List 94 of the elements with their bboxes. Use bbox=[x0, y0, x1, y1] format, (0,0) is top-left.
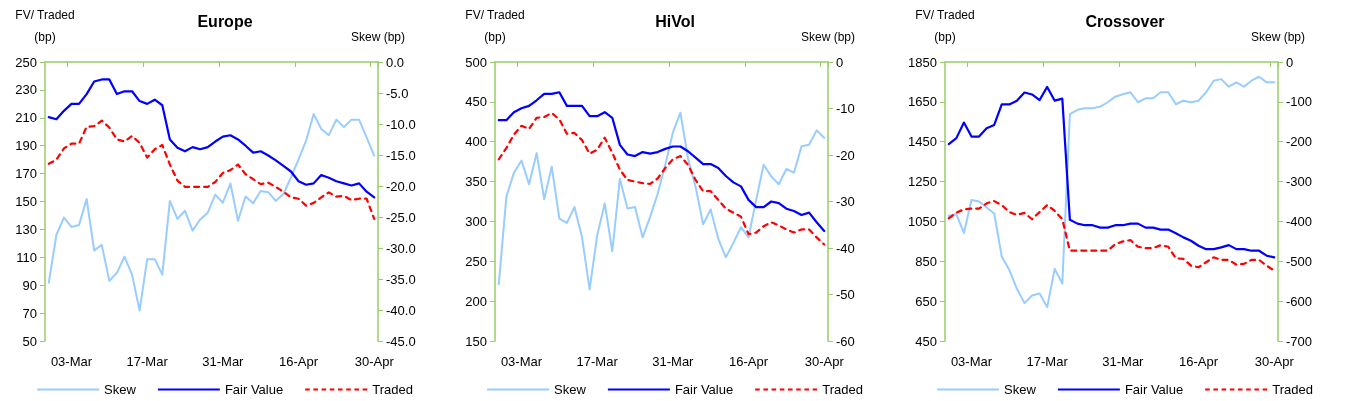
y2-tick-label: -30.0 bbox=[386, 240, 416, 256]
y2-axis-title: Skew (bp) bbox=[350, 30, 406, 44]
x-tick-label: 17-Mar bbox=[126, 354, 169, 369]
y2-tick-label: -500 bbox=[1286, 253, 1313, 269]
y-tick-label: 1850 bbox=[908, 54, 937, 70]
legend-label: Traded bbox=[372, 382, 413, 397]
legend-label: Fair Value bbox=[674, 382, 734, 397]
line-series bbox=[497, 91, 826, 233]
line-series bbox=[47, 119, 376, 221]
x-tick-label: 31-Mar bbox=[1102, 354, 1145, 369]
y2-tick-label: -700 bbox=[1286, 333, 1313, 349]
y-tick-label: 1250 bbox=[908, 174, 937, 190]
y2-tick-label: -200 bbox=[1286, 134, 1313, 150]
y-tick-label: 300 bbox=[465, 213, 487, 229]
y2-tick-label: -5.0 bbox=[386, 85, 409, 101]
y-tick-label: 170 bbox=[15, 166, 37, 182]
x-tick-label: 03-Mar bbox=[50, 354, 93, 369]
x-tick-label: 03-Mar bbox=[950, 354, 993, 369]
y-tick-label: 650 bbox=[915, 293, 937, 309]
y2-tick-label: -35.0 bbox=[386, 271, 416, 287]
y-tick-label: 130 bbox=[15, 221, 37, 237]
y2-axis-title: Skew (bp) bbox=[800, 30, 856, 44]
y-axis-title: FV/ Traded (bp) bbox=[915, 8, 975, 44]
x-tick-label: 30-Apr bbox=[1254, 354, 1295, 369]
y-tick-label: 500 bbox=[465, 54, 487, 70]
y-tick-label: 250 bbox=[15, 54, 37, 70]
y2-tick-label: -10 bbox=[836, 101, 855, 116]
y2-tick-label: -40 bbox=[836, 240, 855, 256]
line-series bbox=[947, 85, 1276, 259]
y2-tick-label: -400 bbox=[1286, 213, 1313, 229]
y2-tick-label: -300 bbox=[1286, 174, 1313, 190]
line-series bbox=[947, 200, 1276, 272]
x-tick-label: 17-Mar bbox=[576, 354, 619, 369]
y-tick-label: 200 bbox=[465, 293, 487, 309]
chart-title: Europe bbox=[197, 12, 253, 30]
y-tick-label: 1650 bbox=[908, 94, 937, 110]
y-tick-label: 400 bbox=[465, 134, 487, 150]
x-tick-label: 30-Apr bbox=[804, 354, 845, 369]
y-tick-label: 150 bbox=[465, 333, 487, 349]
y2-tick-label: -40.0 bbox=[386, 302, 416, 318]
y-tick-label: 230 bbox=[15, 82, 37, 98]
y2-tick-label: -45.0 bbox=[386, 333, 416, 349]
line-series bbox=[47, 113, 376, 312]
x-tick-label: 31-Mar bbox=[652, 354, 695, 369]
y-tick-label: 1050 bbox=[908, 213, 937, 229]
legend-label: Skew bbox=[104, 382, 137, 397]
x-tick-label: 31-Mar bbox=[202, 354, 245, 369]
line-series bbox=[947, 75, 1276, 309]
y-tick-label: 350 bbox=[465, 174, 487, 190]
legend-label: Fair Value bbox=[1124, 382, 1184, 397]
y-tick-label: 1450 bbox=[908, 134, 937, 150]
y2-tick-label: -20.0 bbox=[386, 178, 416, 194]
y2-tick-label: -25.0 bbox=[386, 209, 416, 225]
x-tick-label: 03-Mar bbox=[500, 354, 543, 369]
y-tick-label: 110 bbox=[16, 249, 37, 265]
legend-label: Skew bbox=[554, 382, 587, 397]
y2-tick-label: -10.0 bbox=[386, 116, 416, 132]
legend-label: Traded bbox=[822, 382, 863, 397]
y-tick-label: 190 bbox=[15, 138, 37, 154]
line-series bbox=[497, 111, 826, 291]
y2-tick-label: -20 bbox=[836, 147, 855, 163]
x-tick-label: 17-Mar bbox=[1026, 354, 1069, 369]
y-tick-label: 70 bbox=[22, 305, 37, 321]
y-tick-label: 150 bbox=[15, 194, 37, 209]
x-tick-label: 30-Apr bbox=[354, 354, 395, 369]
y2-tick-label: 0 bbox=[1286, 54, 1294, 70]
y2-tick-label: 0 bbox=[836, 54, 844, 70]
y-axis-title: FV/ Traded (bp) bbox=[15, 8, 75, 44]
y2-tick-label: -60 bbox=[836, 333, 855, 349]
y-tick-label: 210 bbox=[15, 110, 37, 126]
y-tick-label: 250 bbox=[465, 253, 487, 269]
y2-tick-label: -600 bbox=[1286, 293, 1313, 309]
y-axis-title: FV/ Traded (bp) bbox=[465, 8, 525, 44]
y-tick-label: 450 bbox=[915, 333, 937, 349]
legend-label: Traded bbox=[1272, 382, 1313, 397]
chart-title: Crossover bbox=[1085, 12, 1165, 30]
y2-tick-label: -50 bbox=[836, 287, 855, 302]
y2-axis-title: Skew (bp) bbox=[1250, 30, 1306, 44]
y2-tick-label: 0.0 bbox=[386, 54, 405, 70]
y-tick-label: 450 bbox=[465, 94, 487, 110]
y-tick-label: 90 bbox=[22, 277, 37, 293]
chart-title: HiVol bbox=[655, 12, 695, 30]
line-series bbox=[47, 78, 376, 199]
legend-label: Skew bbox=[1004, 382, 1037, 397]
legend-label: Fair Value bbox=[224, 382, 284, 397]
y2-tick-label: -30 bbox=[836, 194, 855, 209]
y2-tick-label: -100 bbox=[1286, 94, 1313, 110]
y-tick-label: 850 bbox=[915, 253, 937, 269]
x-tick-label: 16-Apr bbox=[729, 354, 769, 369]
x-tick-label: 16-Apr bbox=[279, 354, 319, 369]
y-tick-label: 50 bbox=[22, 333, 37, 349]
line-series bbox=[497, 111, 826, 246]
y2-tick-label: -15.0 bbox=[386, 147, 416, 163]
x-tick-label: 16-Apr bbox=[1179, 354, 1219, 369]
